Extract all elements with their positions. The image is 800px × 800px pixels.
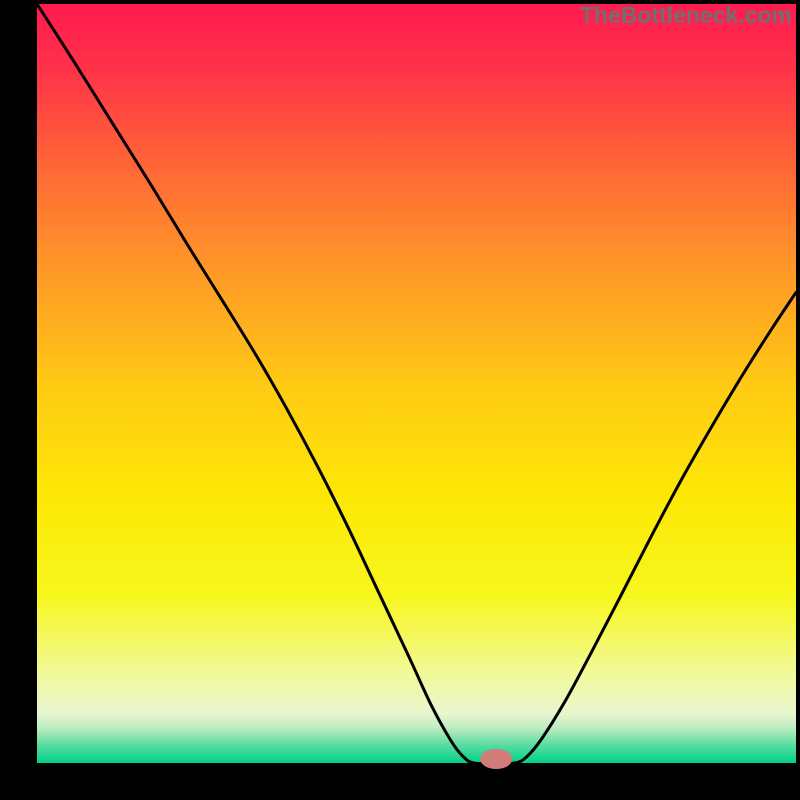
optimal-marker [480, 749, 512, 769]
plot-area [37, 4, 796, 763]
chart-svg [0, 0, 800, 800]
bottleneck-chart: TheBottleneck.com [0, 0, 800, 800]
watermark-text: TheBottleneck.com [580, 2, 792, 29]
